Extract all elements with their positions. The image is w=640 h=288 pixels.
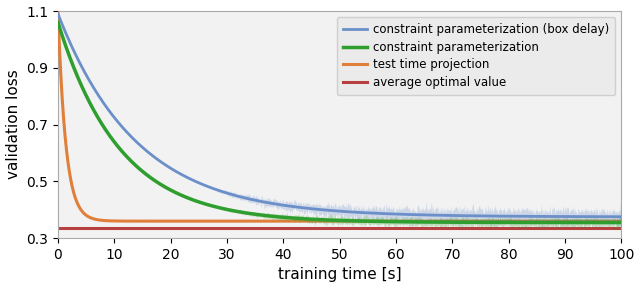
Y-axis label: validation loss: validation loss [6,70,20,179]
X-axis label: training time [s]: training time [s] [278,268,401,283]
Legend: constraint parameterization (box delay), constraint parameterization, test time : constraint parameterization (box delay),… [337,17,615,95]
